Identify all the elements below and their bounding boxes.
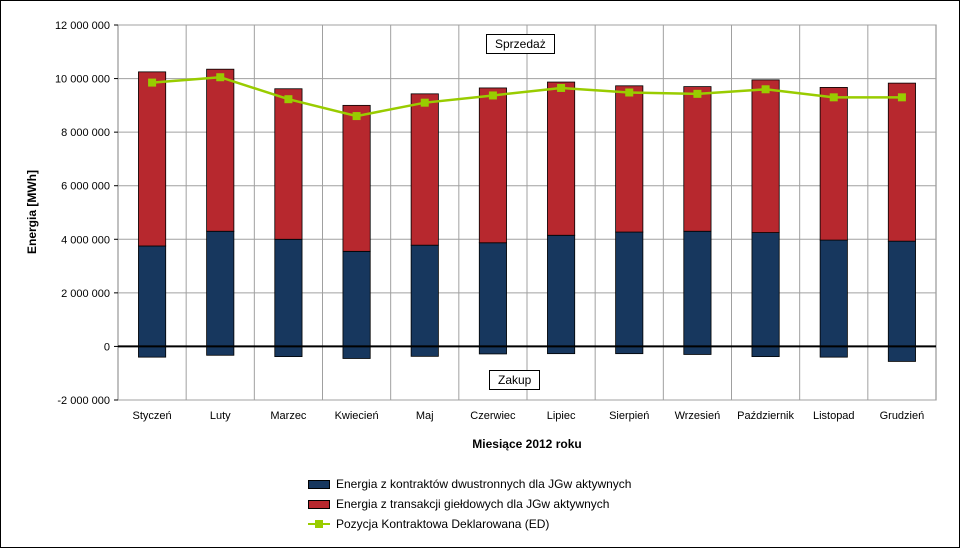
y-tick-label: 6 000 000 <box>61 181 110 193</box>
ed-point <box>761 85 770 94</box>
bar-exchange <box>547 81 576 236</box>
bar-bilateral-negative <box>274 346 303 358</box>
bar-bilateral-negative <box>819 346 848 358</box>
ed-point <box>420 98 429 107</box>
x-tick-label: Październik <box>737 410 794 422</box>
legend-item-ed: Pozycja Kontraktowa Deklarowana (ED) <box>308 514 631 534</box>
x-ticks: Styczeń Luty Marzec Kwiecień Maj Czerwiec Lipi… <box>133 410 925 422</box>
ed-point <box>284 95 293 104</box>
ed-line <box>151 75 902 118</box>
x-axis-title: Miesiące 2012 roku <box>472 437 581 451</box>
bar-bilateral-negative <box>887 346 916 362</box>
bars-group <box>138 68 916 362</box>
bar-exchange <box>410 93 439 246</box>
ed-point <box>693 89 702 98</box>
bar-bilateral <box>274 238 303 347</box>
bar-bilateral <box>615 231 644 347</box>
x-tick-label: Listopad <box>813 410 855 422</box>
bar-bilateral-negative <box>547 346 576 355</box>
bar-bilateral-negative <box>683 346 712 355</box>
legend-swatch-exchange <box>308 499 330 509</box>
bar-bilateral <box>751 232 780 347</box>
ed-point <box>625 88 634 97</box>
x-tick-label: Lipiec <box>547 410 576 422</box>
annotation-sales: Sprzedaż <box>486 34 555 54</box>
y-tick-label: -2 000 000 <box>57 395 110 407</box>
ed-point <box>829 93 838 102</box>
y-tick-label: 8 000 000 <box>61 127 110 139</box>
ed-point <box>557 83 566 92</box>
ed-point <box>216 73 225 82</box>
bar-bilateral <box>410 244 439 347</box>
x-tick-label: Wrzesień <box>675 410 721 422</box>
bar-bilateral <box>206 230 235 347</box>
bar-exchange <box>206 68 235 232</box>
y-tick-label: 0 <box>104 341 110 353</box>
ed-point <box>352 112 361 121</box>
bar-bilateral <box>138 245 167 347</box>
legend-label-ed: Pozycja Kontraktowa Deklarowana (ED) <box>336 517 550 531</box>
bar-exchange <box>751 79 780 233</box>
x-tick-label: Styczeń <box>133 410 172 422</box>
ed-point <box>148 78 157 87</box>
legend-item-exchange: Energia z transakcji giełdowych dla JGw … <box>308 494 631 514</box>
bar-bilateral-negative <box>342 346 371 359</box>
bar-exchange <box>342 104 371 252</box>
y-tick-label: 10 000 000 <box>55 74 110 86</box>
bar-bilateral <box>819 239 848 347</box>
y-ticks: -2 000 000 0 2 000 000 4 000 000 6 000 000 8 … <box>55 20 118 407</box>
x-tick-label: Grudzień <box>880 410 925 422</box>
bar-bilateral <box>478 242 507 347</box>
ed-point <box>488 91 497 100</box>
bar-exchange <box>274 88 303 240</box>
bar-bilateral-negative <box>410 346 439 357</box>
bar-bilateral-negative <box>478 346 507 355</box>
ed-line-group <box>148 73 906 121</box>
legend-label-bilateral: Energia z kontraktów dwustronnych dla JG… <box>336 477 632 491</box>
bar-bilateral <box>887 240 916 347</box>
legend-swatch-ed <box>308 514 330 534</box>
bar-exchange <box>615 85 644 233</box>
annotation-purchase: Zakup <box>489 370 541 390</box>
x-tick-label: Czerwiec <box>470 410 516 422</box>
bar-exchange <box>478 87 507 244</box>
bar-exchange <box>683 86 712 232</box>
legend-item-bilateral: Energia z kontraktów dwustronnych dla JG… <box>308 474 631 494</box>
legend: Energia z kontraktów dwustronnych dla JG… <box>308 474 631 534</box>
legend-label-exchange: Energia z transakcji giełdowych dla JGw … <box>336 497 610 511</box>
bar-bilateral-negative <box>751 346 780 358</box>
bar-bilateral-negative <box>206 346 235 356</box>
y-axis-title: Energia [MWh] <box>25 170 39 254</box>
bar-exchange <box>819 87 848 241</box>
bar-exchange <box>138 71 167 247</box>
x-tick-label: Marzec <box>270 410 307 422</box>
y-tick-label: 2 000 000 <box>61 288 110 300</box>
bar-bilateral <box>547 234 576 347</box>
bar-bilateral-negative <box>615 346 644 355</box>
bar-bilateral <box>342 250 371 347</box>
bar-bilateral <box>683 230 712 347</box>
bar-exchange <box>887 82 916 242</box>
x-tick-label: Kwiecień <box>335 410 379 422</box>
ed-point <box>897 93 906 102</box>
y-tick-label: 12 000 000 <box>55 20 110 32</box>
x-tick-label: Luty <box>210 410 231 422</box>
y-tick-label: 4 000 000 <box>61 234 110 246</box>
x-tick-label: Sierpień <box>609 410 649 422</box>
x-tick-label: Maj <box>416 410 434 422</box>
bar-bilateral-negative <box>138 346 167 358</box>
legend-swatch-bilateral <box>308 479 330 489</box>
